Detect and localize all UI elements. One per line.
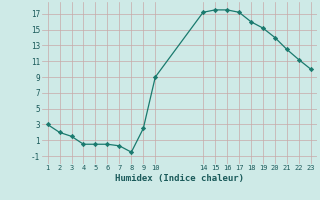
X-axis label: Humidex (Indice chaleur): Humidex (Indice chaleur) — [115, 174, 244, 183]
